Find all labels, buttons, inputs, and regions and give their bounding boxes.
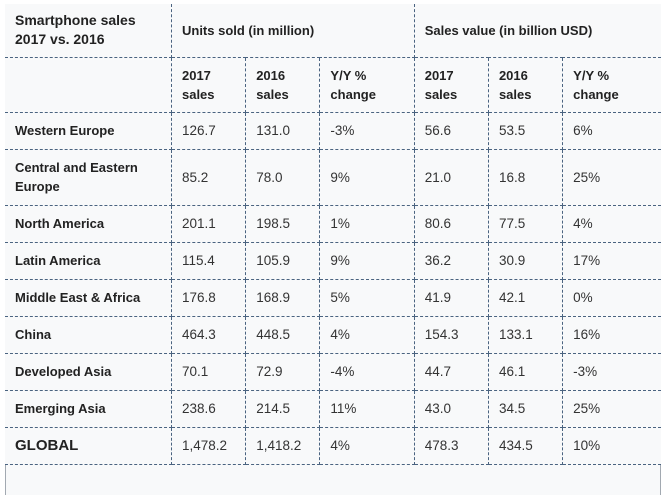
region-cell: Developed Asia xyxy=(5,352,172,391)
units-2017-cell: 85.2 xyxy=(170,148,247,206)
value-2017-cell: 478.3 xyxy=(413,426,489,465)
header-row-sub: 2017 sales 2016 sales Y/Y % change 2017 … xyxy=(5,56,661,113)
value-yoy-cell: 6% xyxy=(562,111,661,150)
units-2017-cell: 464.3 xyxy=(170,315,247,354)
value-2016-cell: 46.1 xyxy=(487,352,564,391)
units-2016-cell: 448.5 xyxy=(245,315,321,354)
sub-header-units-2016: 2016 sales xyxy=(245,56,321,113)
region-cell: North America xyxy=(5,204,172,243)
value-yoy-cell: 10% xyxy=(562,426,661,465)
units-2016-cell: 168.9 xyxy=(245,278,321,317)
value-2017-cell: 56.6 xyxy=(413,111,489,150)
value-yoy-cell: 25% xyxy=(562,148,661,206)
empty-header-cell xyxy=(5,56,172,113)
units-2016-cell: 214.5 xyxy=(245,389,321,428)
region-cell: Central and Eastern Europe xyxy=(5,148,172,206)
units-2016-cell: 78.0 xyxy=(245,148,321,206)
units-2017-cell: 126.7 xyxy=(170,111,247,150)
units-2016-cell: 131.0 xyxy=(245,111,321,150)
sub-header-value-2017: 2017 sales xyxy=(413,56,489,113)
units-yoy-cell: 1% xyxy=(319,204,415,243)
units-yoy-cell: -4% xyxy=(319,352,415,391)
value-2016-cell: 434.5 xyxy=(487,426,564,465)
region-cell: Middle East & Africa xyxy=(5,278,172,317)
value-2017-cell: 21.0 xyxy=(413,148,489,206)
group-header-value: Sales value (in billion USD) xyxy=(413,4,661,58)
region-cell: Western Europe xyxy=(5,111,172,150)
value-2017-cell: 36.2 xyxy=(413,241,489,280)
table-row: North America 201.1 198.5 1% 80.6 77.5 4% xyxy=(5,204,661,243)
value-2017-cell: 80.6 xyxy=(413,204,489,243)
value-yoy-cell: -3% xyxy=(562,352,661,391)
value-yoy-cell: 4% xyxy=(562,204,661,243)
region-cell: Latin America xyxy=(5,241,172,280)
region-cell: GLOBAL xyxy=(5,426,172,465)
sub-header-value-2016: 2016 sales xyxy=(487,56,564,113)
value-2017-cell: 41.9 xyxy=(413,278,489,317)
units-yoy-cell: 4% xyxy=(319,315,415,354)
value-2016-cell: 30.9 xyxy=(487,241,564,280)
sub-header-units-2017: 2017 sales xyxy=(170,56,247,113)
value-2017-cell: 154.3 xyxy=(413,315,489,354)
units-yoy-cell: 9% xyxy=(319,148,415,206)
table-row: Western Europe 126.7 131.0 -3% 56.6 53.5 6% xyxy=(5,111,661,150)
sub-header-units-yoy: Y/Y % change xyxy=(319,56,415,113)
units-2017-cell: 70.1 xyxy=(170,352,247,391)
region-cell: China xyxy=(5,315,172,354)
table-title: Smartphone sales 2017 vs. 2016 xyxy=(5,4,172,58)
table-row: Emerging Asia 238.6 214.5 11% 43.0 34.5 25% xyxy=(5,389,661,428)
units-2016-cell: 105.9 xyxy=(245,241,321,280)
units-2016-cell: 1,418.2 xyxy=(245,426,321,465)
value-2017-cell: 43.0 xyxy=(413,389,489,428)
value-2016-cell: 34.5 xyxy=(487,389,564,428)
sub-header-value-yoy: Y/Y % change xyxy=(562,56,661,113)
table-row: China 464.3 448.5 4% 154.3 133.1 16% xyxy=(5,315,661,354)
table-row: Middle East & Africa 176.8 168.9 5% 41.9 42.1… xyxy=(5,278,661,317)
units-2017-cell: 238.6 xyxy=(170,389,247,428)
value-2016-cell: 42.1 xyxy=(487,278,564,317)
units-2017-cell: 176.8 xyxy=(170,278,247,317)
units-yoy-cell: 9% xyxy=(319,241,415,280)
value-2016-cell: 53.5 xyxy=(487,111,564,150)
value-yoy-cell: 25% xyxy=(562,389,661,428)
table-row: Developed Asia 70.1 72.9 -4% 44.7 46.1 -3% xyxy=(5,352,661,391)
value-yoy-cell: 16% xyxy=(562,315,661,354)
smartphone-sales-table: Smartphone sales 2017 vs. 2016 Units sol… xyxy=(5,4,661,465)
value-yoy-cell: 0% xyxy=(562,278,661,317)
units-yoy-cell: 11% xyxy=(319,389,415,428)
value-2016-cell: 133.1 xyxy=(487,315,564,354)
table-row: Latin America 115.4 105.9 9% 36.2 30.9 17% xyxy=(5,241,661,280)
units-2016-cell: 198.5 xyxy=(245,204,321,243)
units-2017-cell: 1,478.2 xyxy=(170,426,247,465)
value-2016-cell: 16.8 xyxy=(487,148,564,206)
units-2017-cell: 201.1 xyxy=(170,204,247,243)
table-row-global: GLOBAL 1,478.2 1,418.2 4% 478.3 434.5 10… xyxy=(5,426,661,465)
table-row: Central and Eastern Europe 85.2 78.0 9% 21.0… xyxy=(5,148,661,206)
units-2016-cell: 72.9 xyxy=(245,352,321,391)
units-2017-cell: 115.4 xyxy=(170,241,247,280)
value-yoy-cell: 17% xyxy=(562,241,661,280)
value-2016-cell: 77.5 xyxy=(487,204,564,243)
header-row-groups: Smartphone sales 2017 vs. 2016 Units sol… xyxy=(5,4,661,58)
units-yoy-cell: 5% xyxy=(319,278,415,317)
region-cell: Emerging Asia xyxy=(5,389,172,428)
units-yoy-cell: -3% xyxy=(319,111,415,150)
group-header-units: Units sold (in million) xyxy=(170,4,415,58)
units-yoy-cell: 4% xyxy=(319,426,415,465)
value-2017-cell: 44.7 xyxy=(413,352,489,391)
